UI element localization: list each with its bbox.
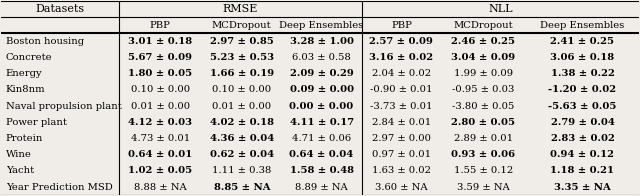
Text: 1.58 ± 0.48: 1.58 ± 0.48	[289, 166, 353, 175]
Text: Deep Ensembles: Deep Ensembles	[280, 21, 364, 30]
Text: RMSE: RMSE	[223, 4, 258, 14]
Text: 0.00 ± 0.00: 0.00 ± 0.00	[289, 102, 354, 111]
Text: 2.57 ± 0.09: 2.57 ± 0.09	[369, 37, 433, 46]
Text: 2.79 ± 0.04: 2.79 ± 0.04	[550, 118, 614, 127]
Text: 1.99 ± 0.09: 1.99 ± 0.09	[454, 69, 513, 78]
Text: 2.41 ± 0.25: 2.41 ± 0.25	[550, 37, 614, 46]
Text: 0.93 ± 0.06: 0.93 ± 0.06	[451, 150, 516, 159]
Text: 0.62 ± 0.04: 0.62 ± 0.04	[210, 150, 274, 159]
Text: Energy: Energy	[6, 69, 42, 78]
Text: 0.64 ± 0.04: 0.64 ± 0.04	[289, 150, 354, 159]
Text: -5.63 ± 0.05: -5.63 ± 0.05	[548, 102, 617, 111]
Text: Kin8nm: Kin8nm	[6, 85, 45, 94]
Text: 2.09 ± 0.29: 2.09 ± 0.29	[290, 69, 353, 78]
Text: -0.90 ± 0.01: -0.90 ± 0.01	[370, 85, 433, 94]
Text: MCDropout: MCDropout	[454, 21, 513, 30]
Text: -3.73 ± 0.01: -3.73 ± 0.01	[370, 102, 433, 111]
Text: 0.94 ± 0.12: 0.94 ± 0.12	[550, 150, 614, 159]
Text: 2.80 ± 0.05: 2.80 ± 0.05	[451, 118, 515, 127]
Text: Protein: Protein	[6, 134, 43, 143]
Text: 0.09 ± 0.00: 0.09 ± 0.00	[289, 85, 354, 94]
Text: 2.97 ± 0.00: 2.97 ± 0.00	[372, 134, 431, 143]
Text: 4.36 ± 0.04: 4.36 ± 0.04	[210, 134, 274, 143]
Text: 4.71 ± 0.06: 4.71 ± 0.06	[292, 134, 351, 143]
Text: 3.60 ± NA: 3.60 ± NA	[375, 183, 428, 192]
Text: 3.59 ± NA: 3.59 ± NA	[457, 183, 510, 192]
Text: PBP: PBP	[391, 21, 412, 30]
Text: -1.20 ± 0.02: -1.20 ± 0.02	[548, 85, 616, 94]
Text: 0.64 ± 0.01: 0.64 ± 0.01	[128, 150, 193, 159]
Text: Naval propulsion plant: Naval propulsion plant	[6, 102, 122, 111]
Text: 8.89 ± NA: 8.89 ± NA	[295, 183, 348, 192]
Text: 2.97 ± 0.85: 2.97 ± 0.85	[210, 37, 274, 46]
Text: 4.11 ± 0.17: 4.11 ± 0.17	[289, 118, 354, 127]
Text: 6.03 ± 0.58: 6.03 ± 0.58	[292, 53, 351, 62]
Text: 2.83 ± 0.02: 2.83 ± 0.02	[550, 134, 614, 143]
Text: NLL: NLL	[488, 4, 513, 14]
Text: 8.88 ± NA: 8.88 ± NA	[134, 183, 187, 192]
Text: 0.01 ± 0.00: 0.01 ± 0.00	[212, 102, 271, 111]
Text: Yacht: Yacht	[6, 166, 34, 175]
Text: 3.16 ± 0.02: 3.16 ± 0.02	[369, 53, 433, 62]
Text: 1.18 ± 0.21: 1.18 ± 0.21	[550, 166, 614, 175]
Text: 0.01 ± 0.00: 0.01 ± 0.00	[131, 102, 190, 111]
Text: PBP: PBP	[150, 21, 171, 30]
Text: Concrete: Concrete	[6, 53, 52, 62]
Text: 1.55 ± 0.12: 1.55 ± 0.12	[454, 166, 513, 175]
Text: 1.38 ± 0.22: 1.38 ± 0.22	[550, 69, 614, 78]
Text: Boston housing: Boston housing	[6, 37, 84, 46]
Text: 4.02 ± 0.18: 4.02 ± 0.18	[210, 118, 274, 127]
Text: 1.66 ± 0.19: 1.66 ± 0.19	[210, 69, 274, 78]
Text: 2.04 ± 0.02: 2.04 ± 0.02	[372, 69, 431, 78]
Text: -0.95 ± 0.03: -0.95 ± 0.03	[452, 85, 515, 94]
Text: -3.80 ± 0.05: -3.80 ± 0.05	[452, 102, 515, 111]
Text: 3.04 ± 0.09: 3.04 ± 0.09	[451, 53, 516, 62]
Text: 3.28 ± 1.00: 3.28 ± 1.00	[289, 37, 353, 46]
Text: 2.89 ± 0.01: 2.89 ± 0.01	[454, 134, 513, 143]
Text: 2.84 ± 0.01: 2.84 ± 0.01	[372, 118, 431, 127]
Text: 3.01 ± 0.18: 3.01 ± 0.18	[128, 37, 193, 46]
Text: Deep Ensembles: Deep Ensembles	[540, 21, 625, 30]
Text: 1.11 ± 0.38: 1.11 ± 0.38	[212, 166, 271, 175]
Text: 2.46 ± 0.25: 2.46 ± 0.25	[451, 37, 515, 46]
Text: 4.73 ± 0.01: 4.73 ± 0.01	[131, 134, 190, 143]
Text: Datasets: Datasets	[35, 4, 84, 14]
Text: 3.35 ± NA: 3.35 ± NA	[554, 183, 611, 192]
Text: 1.02 ± 0.05: 1.02 ± 0.05	[128, 166, 193, 175]
Text: 0.10 ± 0.00: 0.10 ± 0.00	[131, 85, 190, 94]
Text: Wine: Wine	[6, 150, 31, 159]
Text: Power plant: Power plant	[6, 118, 67, 127]
Text: 8.85 ± NA: 8.85 ± NA	[214, 183, 270, 192]
Text: MCDropout: MCDropout	[212, 21, 271, 30]
Text: 3.06 ± 0.18: 3.06 ± 0.18	[550, 53, 614, 62]
Text: 0.97 ± 0.01: 0.97 ± 0.01	[372, 150, 431, 159]
Text: Year Prediction MSD: Year Prediction MSD	[6, 183, 113, 192]
Text: 4.12 ± 0.03: 4.12 ± 0.03	[128, 118, 193, 127]
Text: 1.63 ± 0.02: 1.63 ± 0.02	[372, 166, 431, 175]
Text: 1.80 ± 0.05: 1.80 ± 0.05	[128, 69, 193, 78]
Text: 5.67 ± 0.09: 5.67 ± 0.09	[129, 53, 193, 62]
Text: 0.10 ± 0.00: 0.10 ± 0.00	[212, 85, 271, 94]
Text: 5.23 ± 0.53: 5.23 ± 0.53	[210, 53, 274, 62]
